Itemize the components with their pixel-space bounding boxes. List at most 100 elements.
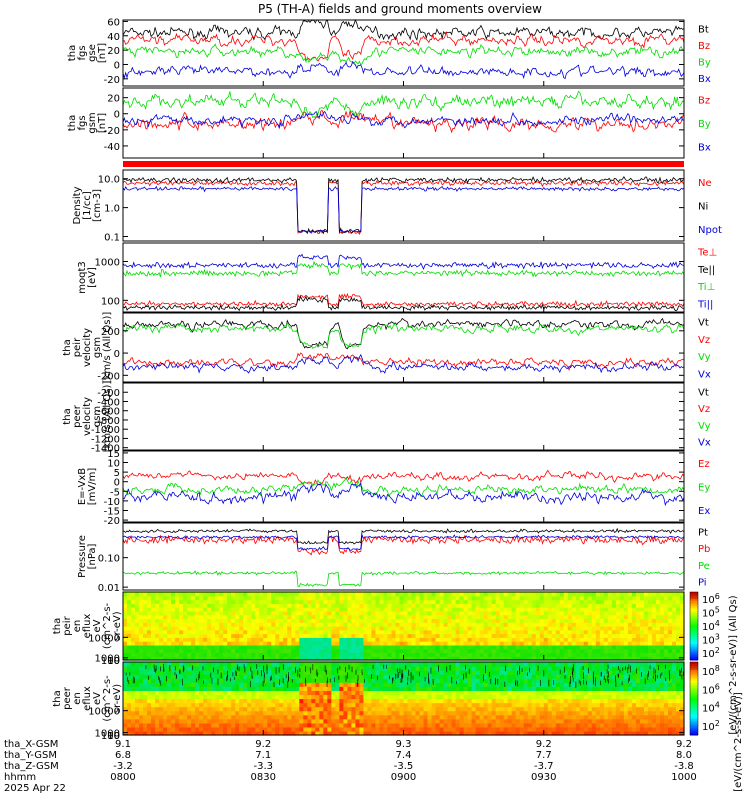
heatmap-cell [551,629,557,635]
heatmap-cell [375,652,381,657]
heatmap-cell [451,633,457,638]
heatmap-cell [371,633,377,638]
heatmap-cell [355,694,361,700]
heatmap-cell [655,599,661,604]
heatmap-cell [667,626,673,631]
heatmap-cell [423,607,429,612]
heatmap-cell [543,686,549,691]
heatmap-cell [567,686,573,691]
heatmap-cell [635,592,641,597]
heatmap-cell [299,622,304,627]
heatmap-cell [539,648,545,654]
legend-Vy: Vy [698,421,711,432]
heatmap-cell [431,678,437,683]
heatmap-cell [151,726,156,732]
heatmap-cell [295,652,300,657]
heatmap-cell [543,698,549,704]
heatmap-cell [343,599,348,604]
heatmap-cell [371,614,377,620]
heatmap-cell [255,726,260,732]
heatmap-cell [555,656,561,661]
heatmap-cell [411,706,417,712]
heatmap-cell [547,656,553,661]
heatmap-cell [419,652,425,657]
heatmap-cell [383,678,389,683]
heatmap-cell [575,686,581,691]
heatmap-cell [163,694,168,700]
heatmap-cell [127,622,132,627]
heatmap-cell [271,603,276,608]
heatmap-cell [443,614,449,620]
heatmap-cell [167,599,172,604]
heatmap-cell [355,652,361,657]
heatmap-cell [515,633,521,638]
heatmap-cell [203,599,208,604]
heatmap-cell [211,690,216,696]
heatmap-cell [415,698,421,704]
heatmap-cell [587,702,593,708]
heatmap-cell [371,610,377,616]
heatmap-cell [487,726,493,732]
heatmap-cell [663,610,669,616]
heatmap-cell [547,682,553,687]
heatmap-cell [319,626,324,631]
heatmap-cell [247,690,252,696]
heatmap-cell [467,730,473,736]
heatmap-cell [147,694,152,700]
heatmap-cell [323,670,328,675]
heatmap-cell [415,674,421,679]
heatmap-cell [123,595,128,601]
heatmap-cell [419,610,425,616]
heatmap-cell [327,662,332,667]
heatmap-cell [311,694,316,700]
heatmap-cell [139,610,144,616]
heatmap-cell [291,626,296,631]
heatmap-cell [263,652,268,657]
heatmap-cell [423,622,429,627]
heatmap-cell [131,656,136,661]
heatmap-cell [283,682,288,687]
heatmap-cell [531,722,537,728]
heatmap-cell [623,622,629,627]
heatmap-cell [307,592,312,597]
heatmap-cell [555,626,561,631]
heatmap-cell [483,670,489,675]
heatmap-cell [271,633,276,638]
heatmap-cell [583,706,589,712]
heatmap-cell [287,648,292,654]
heatmap-cell [171,714,176,720]
heatmap-cell [455,722,461,728]
heatmap-cell [679,652,685,657]
heatmap-cell [359,603,365,608]
heatmap-cell [403,637,409,642]
heatmap-cell [227,633,232,638]
heatmap-cell [235,656,240,661]
heatmap-cell [435,678,441,683]
heatmap-cell [403,622,409,627]
heatmap-cell [503,648,509,654]
heatmap-cell [275,610,280,616]
heatmap-cell [567,722,573,728]
heatmap-cell [351,595,357,601]
heatmap-cell [287,710,292,716]
heatmap-cell [679,629,685,635]
heatmap-cell [523,648,529,654]
heatmap-cell [411,626,417,631]
heatmap-cell [247,592,252,597]
heatmap-cell [355,592,361,597]
heatmap-cell [231,610,236,616]
heatmap-cell [599,690,605,696]
heatmap-cell [299,656,304,661]
heatmap-cell [331,599,336,604]
heatmap-cell [407,652,413,657]
heatmap-cell [567,714,573,720]
heatmap-cell [211,662,216,667]
heatmap-cell [167,694,172,700]
heatmap-cell [267,644,272,650]
heatmap-cell [175,662,180,667]
heatmap-cell [123,652,128,657]
heatmap-cell [151,694,156,700]
heatmap-cell [479,686,485,691]
heatmap-cell [611,614,617,620]
heatmap-cell [363,641,369,646]
